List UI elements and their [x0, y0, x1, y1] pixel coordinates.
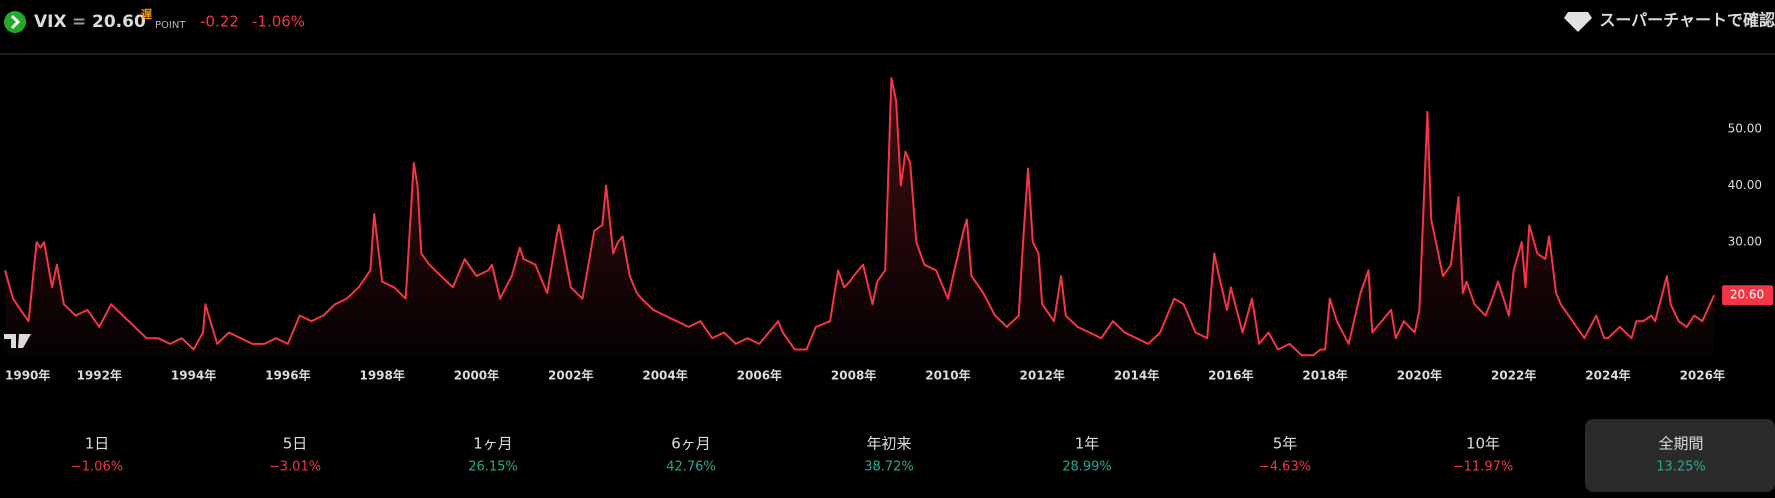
period-label[interactable]: 1年 [1075, 435, 1100, 453]
period-label[interactable]: 全期間 [1658, 435, 1703, 453]
y-tick-label: 40.00 [1728, 178, 1762, 192]
x-tick-label: 1996年 [265, 368, 310, 383]
period-label[interactable]: 6ヶ月 [671, 435, 711, 453]
period-label[interactable]: 5日 [283, 435, 308, 453]
x-tick-label: 2010年 [925, 368, 970, 383]
symbol: VIX [34, 12, 67, 32]
logo [4, 334, 31, 348]
y-tick-label: 50.00 [1728, 121, 1762, 135]
separator: = [72, 12, 86, 32]
last-price-badge [1722, 285, 1773, 306]
last-price-label: 20.60 [1730, 288, 1764, 302]
x-tick-label: 2004年 [642, 368, 687, 383]
delay-badge: 遅 [141, 8, 152, 21]
x-tick-label: 2016年 [1208, 368, 1253, 383]
unit: POINT [155, 20, 186, 31]
period-value[interactable]: 28.99% [1062, 460, 1112, 475]
period-value[interactable]: 38.72% [864, 460, 914, 475]
x-tick-label: 2014年 [1114, 368, 1159, 383]
x-tick-label: 1992年 [77, 368, 122, 383]
period-label[interactable]: 10年 [1466, 435, 1500, 453]
period-tabs: 1日 −1.06% 5日 −3.01% 1ヶ月 26.15% 6ヶ月 42.76% 年初来 38.… [71, 419, 1775, 492]
plot: 30.00 40.00 50.00 1990年 1992年 1994年 1996年 1998年… [4, 77, 1773, 383]
supercharts-link[interactable]: スーパーチャートで確認 [1599, 11, 1775, 30]
x-tick-label: 2012年 [1020, 368, 1065, 383]
period-value[interactable]: −3.01% [269, 460, 321, 475]
x-tick-label: 2026年 [1680, 368, 1725, 383]
symbol-icon [4, 11, 26, 33]
period-value[interactable]: −11.97% [1453, 460, 1513, 475]
y-tick-label: 30.00 [1728, 235, 1762, 249]
period-label[interactable]: 年初来 [866, 435, 911, 453]
symbol-icon-arrow [10, 14, 21, 30]
action-icon[interactable] [1564, 12, 1592, 32]
period-label[interactable]: 5年 [1273, 435, 1298, 453]
x-tick-label: 2024年 [1585, 368, 1630, 383]
period-value[interactable]: −1.06% [71, 460, 123, 475]
change-percent: -1.06% [252, 13, 305, 31]
period-value[interactable]: 42.76% [666, 460, 716, 475]
x-tick-label: 1990年 [5, 368, 50, 383]
period-label[interactable]: 1日 [85, 435, 110, 453]
x-tick-label: 1994年 [171, 368, 216, 383]
price: 20.60 [92, 12, 146, 32]
x-tick-label: 2020年 [1397, 368, 1442, 383]
x-tick-label: 2002年 [548, 368, 593, 383]
change: -0.22 [200, 13, 239, 31]
period-tab-active [1585, 419, 1775, 492]
period-value[interactable]: −4.63% [1259, 460, 1311, 475]
x-tick-label: 2008年 [831, 368, 876, 383]
x-tick-label: 2006年 [737, 368, 782, 383]
line [4, 77, 1716, 357]
period-label[interactable]: 1ヶ月 [473, 435, 513, 453]
period-value[interactable]: 26.15% [468, 460, 518, 475]
x-tick-label: 2000年 [454, 368, 499, 383]
x-tick-label: 2022年 [1491, 368, 1536, 383]
x-tick-label: 2018年 [1302, 368, 1347, 383]
period-value[interactable]: 13.25% [1656, 460, 1706, 475]
area [5, 78, 1715, 358]
x-tick-label: 1998年 [359, 368, 404, 383]
